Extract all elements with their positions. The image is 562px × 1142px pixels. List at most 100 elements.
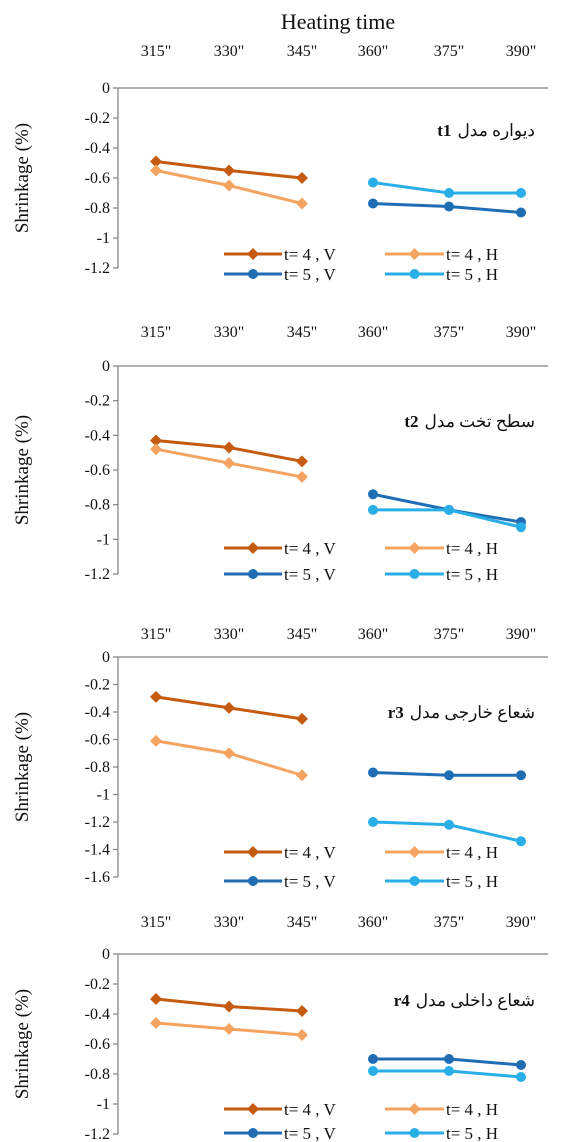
x-tick-label: 315" (141, 324, 172, 341)
y-tick-label: -1.2 (85, 566, 110, 583)
legend-label-t5V: t= 5 , V (284, 872, 337, 891)
y-tick-label: 0 (102, 80, 110, 97)
x-tick-label: 360" (358, 43, 389, 60)
panel-label: شعاع خارجی مدل (410, 703, 535, 723)
y-tick-label: -1.6 (85, 869, 110, 886)
legend-marker-t4H (408, 1103, 421, 1115)
y-tick-label: -0.6 (85, 1036, 110, 1053)
legend-marker-t4V (247, 248, 259, 260)
panel-code: t1 (437, 121, 451, 140)
y-axis-label: Shrinkage (%) (12, 712, 33, 822)
data-point-t5H (444, 188, 454, 198)
x-tick-label: 390" (506, 43, 537, 60)
panel-label: دیواره مدل (457, 121, 535, 141)
x-tick-label: 360" (358, 914, 389, 931)
data-point-t5V (368, 767, 378, 778)
legend-marker-t5H (409, 1128, 420, 1138)
legend-marker-t5H (409, 269, 420, 279)
data-point-t4H (150, 443, 162, 456)
x-tick-label: 330" (214, 324, 245, 341)
x-tick-label: 375" (434, 43, 465, 60)
data-point-t4H (223, 179, 235, 192)
legend-label-t4H: t= 4 , H (446, 1100, 498, 1119)
y-tick-label: -0.8 (85, 759, 110, 776)
chart-panel-r4: 315" 330" 345" 360" 375" 390" 0 -0.2 -0.4 -0.6 -0.… (12, 914, 548, 1142)
data-point-t5V (368, 489, 378, 500)
data-point-t5V (516, 207, 526, 218)
data-point-t4H (150, 1017, 162, 1029)
panel-code: r3 (388, 703, 404, 722)
data-point-t4H (150, 164, 162, 177)
legend-label-t5V: t= 5 , V (284, 1124, 337, 1142)
panel-code: r4 (394, 991, 411, 1010)
legend-label-t5H: t= 5 , H (446, 265, 498, 284)
y-axis-label: Shrinkage (%) (12, 415, 33, 525)
y-tick-label: -0.6 (85, 732, 110, 749)
data-point-t5V (516, 1060, 526, 1070)
figure-title: Heating time (281, 9, 395, 34)
panel-label: شعاع داخلی مدل (416, 991, 535, 1011)
data-point-t4V (296, 172, 308, 184)
chart-panel-r3: 315" 330" 345" 360" 375" 390" 0 -0.2 -0.4 -0.6 -0.… (12, 626, 548, 891)
data-point-t5V (444, 770, 454, 781)
y-tick-label: -1.4 (85, 842, 110, 859)
data-point-t5H (368, 1066, 378, 1076)
data-point-t5H (444, 504, 454, 515)
y-tick-label: -0.8 (85, 1066, 110, 1083)
legend-marker-t5V (248, 569, 258, 579)
chart-panel-t2: 315" 330" 345" 360" 375" 390" 0 -0.2 -0.4 -0.6 -0.… (12, 324, 548, 584)
data-point-t5H (516, 1072, 526, 1082)
y-tick-label: -1.2 (85, 260, 110, 277)
y-tick-label: -0.2 (85, 110, 110, 127)
data-point-t5H (368, 504, 378, 515)
data-point-t5H (516, 836, 526, 847)
legend-label-t5H: t= 5 , H (446, 565, 498, 584)
x-tick-label: 330" (214, 914, 245, 931)
legend-marker-t5V (248, 876, 258, 886)
legend-marker-t5V (248, 269, 258, 279)
data-point-t4V (150, 993, 162, 1005)
legend-marker-t5H (409, 876, 420, 886)
data-point-t4H (223, 747, 235, 760)
y-tick-label: -1 (97, 230, 110, 247)
y-axis-label: Shrinkage (%) (12, 989, 33, 1099)
y-tick-label: -0.2 (85, 976, 110, 993)
x-tick-label: 375" (434, 626, 465, 643)
data-point-t4V (223, 701, 235, 714)
y-tick-label: -0.4 (85, 704, 110, 721)
y-tick-label: -1.2 (85, 1126, 110, 1142)
x-tick-label: 315" (141, 43, 172, 60)
y-tick-label: -0.8 (85, 200, 110, 217)
x-tick-label: 360" (358, 626, 389, 643)
data-point-t5V (368, 198, 378, 209)
legend-marker-t5H (409, 569, 420, 579)
y-tick-label: -0.4 (85, 1006, 110, 1023)
y-tick-label: -1 (97, 1096, 110, 1113)
legend-label-t5H: t= 5 , H (446, 872, 498, 891)
data-point-t5V (444, 1054, 454, 1064)
x-tick-label: 345" (287, 324, 318, 341)
chart-panel-t1: 315" 330" 345" 360" 375" 390" 0 -0.2 -0.4 -0.6 -0.… (12, 43, 548, 284)
y-tick-label: 0 (102, 649, 110, 666)
panel-label: سطح تخت مدل (425, 412, 535, 432)
data-point-t5H (368, 817, 378, 827)
x-tick-label: 345" (287, 914, 318, 931)
x-tick-label: 375" (434, 914, 465, 931)
data-point-t4H (223, 457, 235, 470)
data-point-t4V (296, 455, 308, 468)
x-tick-label: 345" (287, 43, 318, 60)
x-tick-label: 315" (141, 914, 172, 931)
legend-marker-t4H (408, 542, 421, 554)
legend-label-t4V: t= 4 , V (284, 245, 337, 264)
y-tick-label: -0.6 (85, 170, 110, 187)
y-tick-label: -0.4 (85, 427, 110, 444)
data-point-t4V (296, 1005, 308, 1017)
data-point-t4V (223, 164, 235, 177)
data-point-t4V (150, 434, 162, 447)
y-tick-label: 0 (102, 946, 110, 963)
data-point-t4H (296, 470, 308, 483)
legend-marker-t4H (408, 248, 421, 260)
y-tick-label: -1 (97, 531, 110, 548)
data-point-t4H (223, 1023, 235, 1035)
